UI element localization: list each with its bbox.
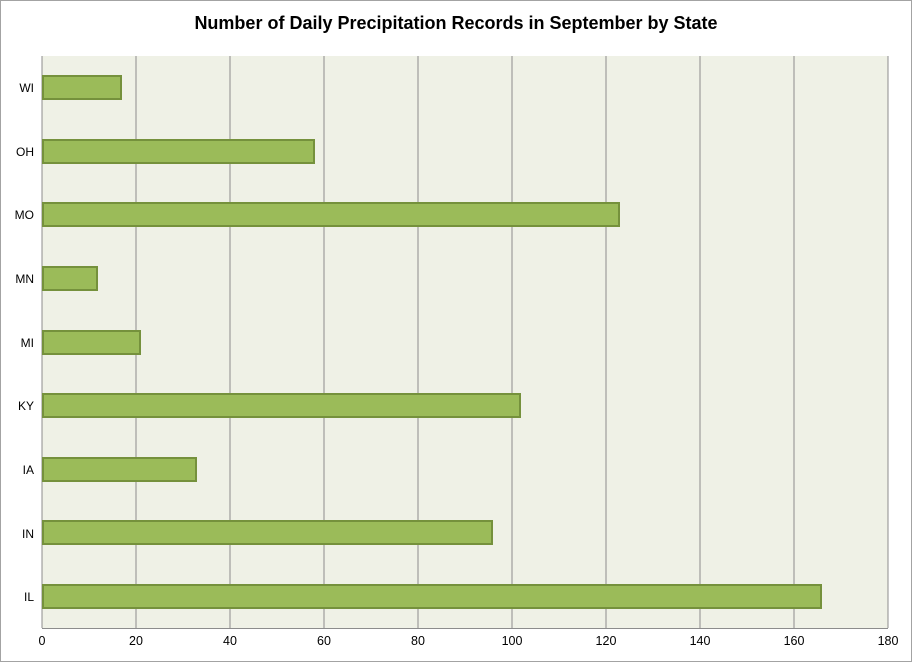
gridline-x-160 <box>793 56 795 628</box>
x-axis-tick-label: 120 <box>595 634 617 648</box>
bar-row-il <box>42 565 888 629</box>
bar-ia <box>42 456 198 482</box>
bar-row-in <box>42 501 888 565</box>
bar-row-oh <box>42 120 888 184</box>
y-axis-label-ky: KY <box>17 399 34 414</box>
gridline-x-120 <box>605 56 607 628</box>
x-axis-tick-label: 0 <box>38 634 46 648</box>
x-axis-tick-label: 180 <box>877 634 899 648</box>
x-axis-tick-label: 80 <box>411 634 425 648</box>
gridline-x-100 <box>511 56 513 628</box>
x-axis-tick-label: 20 <box>129 634 143 648</box>
x-axis: 0 20 40 60 80 100 120 140 160 180 <box>38 634 899 654</box>
x-axis-tick-label: 140 <box>689 634 711 648</box>
bar-row-mo <box>42 183 888 247</box>
bar-il <box>42 583 823 609</box>
bar-oh <box>42 138 315 164</box>
bar-mo <box>42 202 621 228</box>
bar-ky <box>42 393 522 419</box>
y-axis-label-wi: WI <box>19 80 34 95</box>
y-axis-label-mi: MI <box>20 335 34 350</box>
x-axis-tick-label: 100 <box>501 634 523 648</box>
gridline-x-40 <box>229 56 231 628</box>
bars-layer <box>42 56 888 628</box>
bar-in <box>42 520 494 546</box>
y-axis: WI OH MO MN MI KY IA IN IL <box>1 56 34 629</box>
bar-mn <box>42 265 99 291</box>
x-axis-tick-label: 60 <box>317 634 331 648</box>
y-axis-label-mo: MO <box>14 208 34 223</box>
bar-row-wi <box>42 56 888 120</box>
bar-wi <box>42 75 122 101</box>
gridline-x-180 <box>887 56 889 628</box>
bar-row-mn <box>42 247 888 311</box>
chart-title: Number of Daily Precipitation Records in… <box>194 13 718 33</box>
bar-row-ia <box>42 437 888 501</box>
plot-area <box>41 56 889 629</box>
gridline-x-140 <box>699 56 701 628</box>
y-axis-label-ia: IA <box>22 462 34 477</box>
x-axis-tick-label: 160 <box>783 634 805 648</box>
y-axis-label-mn: MN <box>15 271 34 286</box>
gridline-x-60 <box>323 56 325 628</box>
bar-mi <box>42 329 141 355</box>
x-axis-tick-label: 40 <box>223 634 237 648</box>
gridline-x-80 <box>417 56 419 628</box>
bar-row-mi <box>42 310 888 374</box>
y-axis-label-il: IL <box>23 590 34 605</box>
y-axis-label-oh: OH <box>16 144 34 159</box>
bar-row-ky <box>42 374 888 438</box>
y-axis-label-in: IN <box>22 526 34 541</box>
